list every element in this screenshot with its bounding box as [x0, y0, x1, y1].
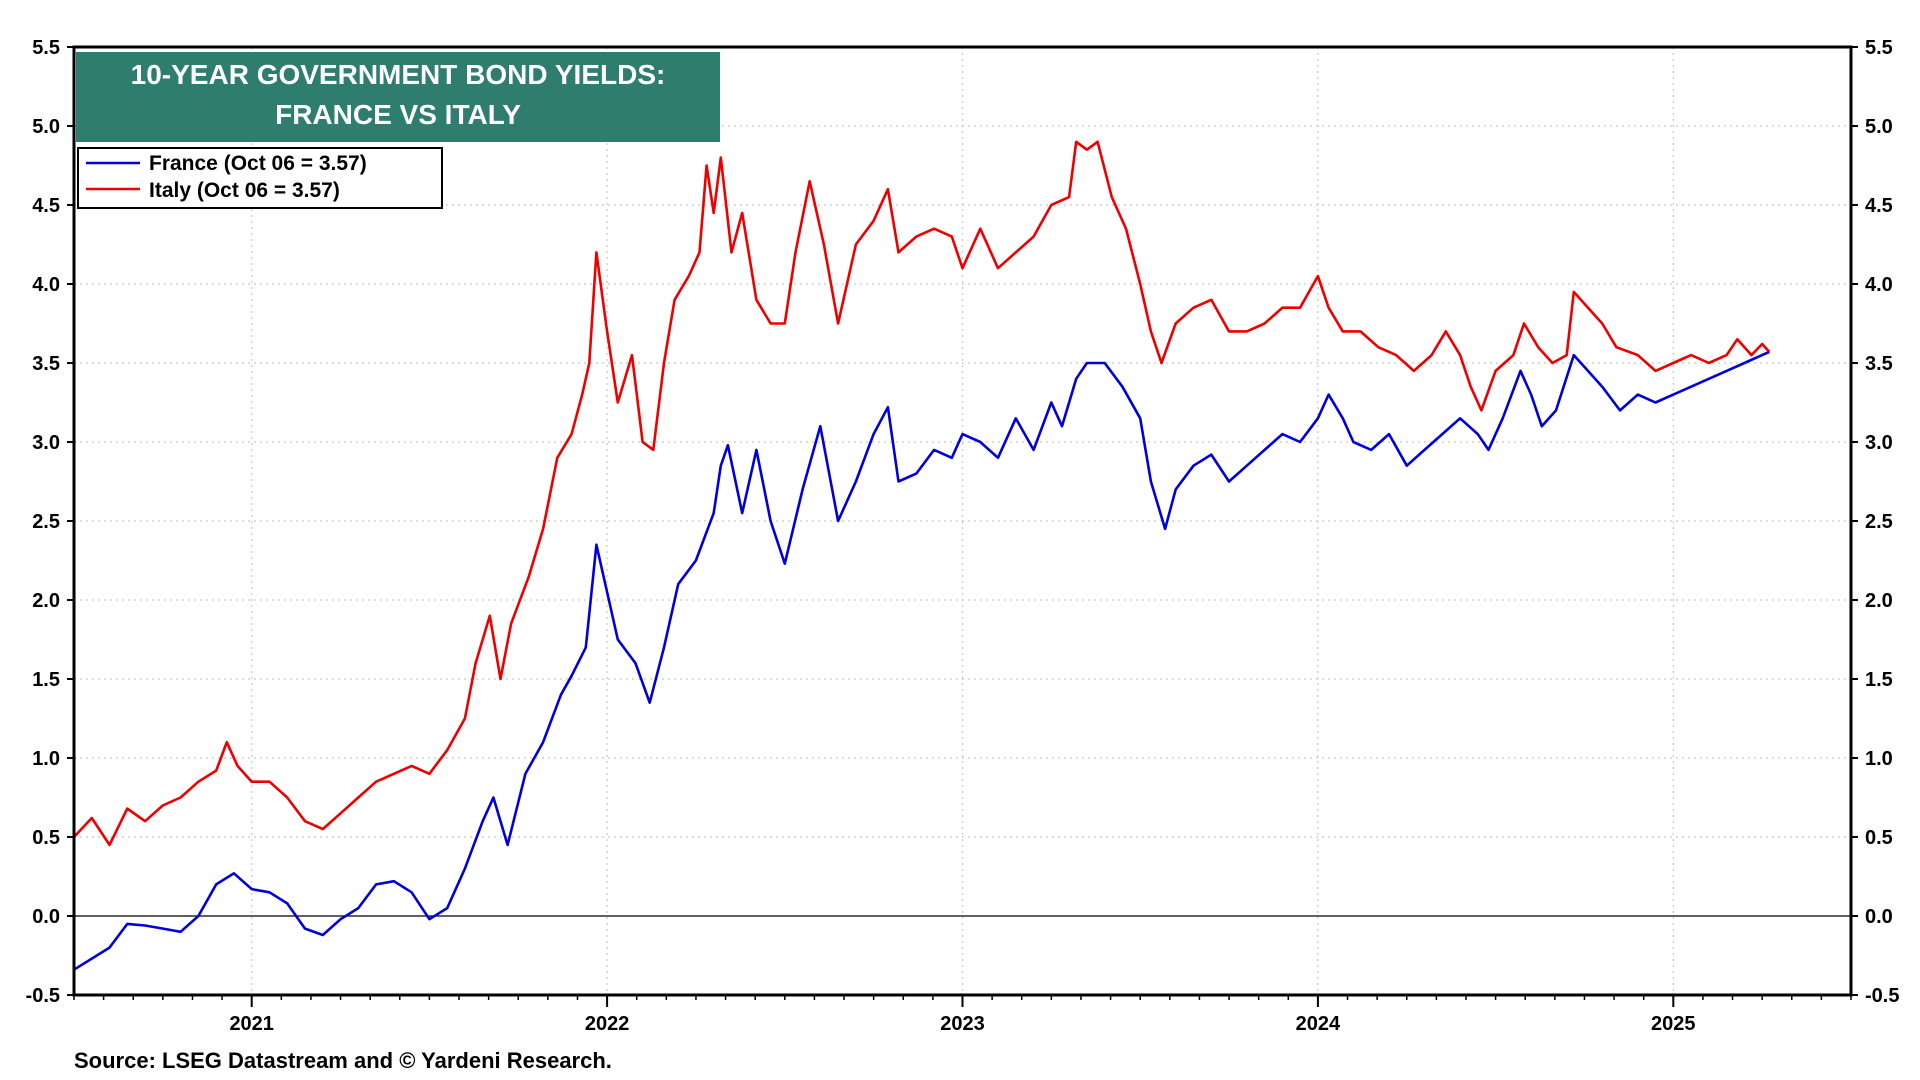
y-tick-label-left: 5.0	[32, 116, 60, 138]
title-background	[76, 52, 720, 142]
gridlines	[74, 47, 1851, 995]
x-tick-label: 2023	[940, 1013, 985, 1035]
y-tick-label-right: 4.0	[1865, 274, 1893, 296]
chart-title-line-2: FRANCE VS ITALY	[275, 99, 521, 130]
chart-title-box: 10-YEAR GOVERNMENT BOND YIELDS: FRANCE V…	[76, 52, 720, 142]
y-tick-label-left: 3.5	[32, 353, 60, 375]
y-tick-label-right: 4.5	[1865, 195, 1893, 217]
chart-title-line-1: 10-YEAR GOVERNMENT BOND YIELDS:	[131, 59, 666, 90]
y-tick-label-right: -0.5	[1865, 985, 1899, 1007]
y-tick-label-right: 3.5	[1865, 353, 1893, 375]
series-lines	[73, 140, 1771, 971]
x-tick-label: 2024	[1296, 1013, 1341, 1035]
y-tick-label-left: 2.0	[32, 590, 60, 612]
right-y-axis: 5.5 5.0 4.5 4.0 3.5 3.0 2.5 2.0 1.5 1.0 0.5 0.0 -0.5	[1851, 37, 1899, 1007]
x-tick-label: 2022	[585, 1013, 630, 1035]
y-tick-label-left: 5.5	[32, 37, 60, 59]
y-tick-label-right: 0.5	[1865, 827, 1893, 849]
italy-series-line	[73, 140, 1771, 847]
y-tick-label-right: 5.5	[1865, 37, 1893, 59]
y-tick-label-left: 4.5	[32, 195, 60, 217]
y-tick-label-left: 3.0	[32, 432, 60, 454]
france-series-line	[73, 350, 1770, 971]
y-tick-label-right: 1.0	[1865, 748, 1893, 770]
y-tick-label-left: 2.5	[32, 511, 60, 533]
y-tick-label-right: 3.0	[1865, 432, 1893, 454]
y-tick-label-left: 0.0	[32, 906, 60, 928]
x-axis: 2021 2022 2023 2024 2025	[73, 995, 1852, 1035]
legend-label-france: France (Oct 06 = 3.57)	[149, 152, 367, 175]
y-tick-label-left: 1.0	[32, 748, 60, 770]
y-tick-label-left: 0.5	[32, 827, 60, 849]
y-tick-label-right: 5.0	[1865, 116, 1893, 138]
source-note: Source: LSEG Datastream and © Yardeni Re…	[74, 1048, 612, 1073]
x-tick-label: 2025	[1651, 1013, 1696, 1035]
legend-label-italy: Italy (Oct 06 = 3.57)	[149, 179, 340, 202]
y-tick-label-left: 1.5	[32, 669, 60, 691]
y-tick-label-left: 4.0	[32, 274, 60, 296]
x-tick-label: 2021	[229, 1013, 274, 1035]
left-y-axis: 5.5 5.0 4.5 4.0 3.5 3.0 2.5 2.0 1.5 1.0 0.5 0.0 -0.5	[26, 37, 74, 1007]
y-tick-label-right: 2.0	[1865, 590, 1893, 612]
legend: France (Oct 06 = 3.57) Italy (Oct 06 = 3…	[77, 147, 443, 209]
legend-box	[77, 147, 443, 209]
y-tick-label-right: 2.5	[1865, 511, 1893, 533]
y-tick-label-right: 0.0	[1865, 906, 1893, 928]
y-tick-label-left: -0.5	[26, 985, 60, 1007]
y-tick-label-right: 1.5	[1865, 669, 1893, 691]
